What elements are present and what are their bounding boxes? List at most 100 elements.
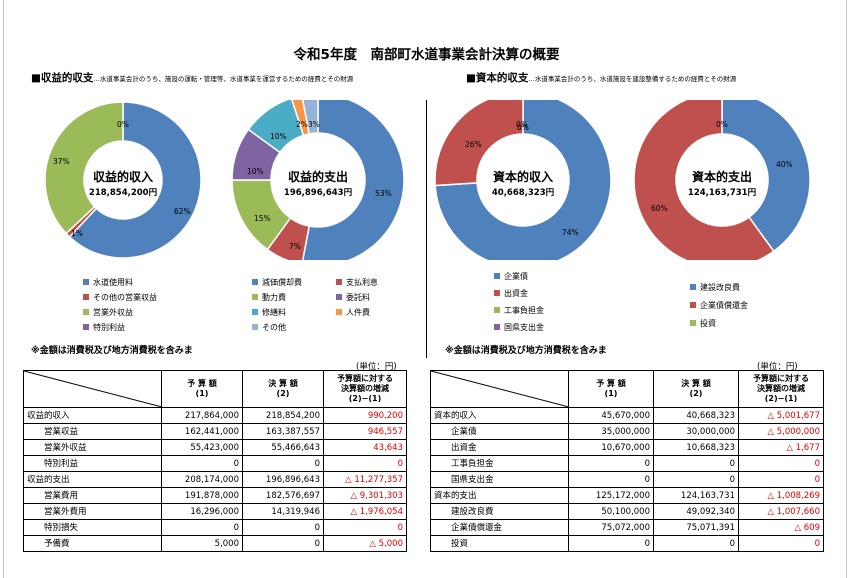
legend-item: 営業外収益 xyxy=(83,307,133,318)
pct-label-kigyosai: 74% xyxy=(562,228,579,237)
table-row: 企業債償還金 75,072,000 75,071,391 △ 609 xyxy=(430,519,824,536)
pct-label-shuzenryo: 10% xyxy=(270,132,287,141)
row-label-cell: 企業債 xyxy=(430,423,569,440)
legend-swatch xyxy=(252,309,258,315)
legend-item: 企業債償還金 xyxy=(690,300,748,311)
diff-cell: △ 609 xyxy=(738,519,824,536)
settled-cell: 55,466,643 xyxy=(242,439,324,456)
legend-item: 特別利益 xyxy=(83,322,125,333)
legend-item: 減価償却費 xyxy=(252,277,302,288)
settled-cell: 124,163,731 xyxy=(653,487,739,504)
pct-label-tokubetsu-rieki: 0% xyxy=(117,120,129,129)
pct-label-doryokuhi: 15% xyxy=(254,214,271,223)
capital-income-center-amount: 40,668,323円 xyxy=(491,188,555,198)
diff-cell: 990,200 xyxy=(323,407,407,424)
legend-swatch xyxy=(83,309,89,315)
budget-cell: 191,878,000 xyxy=(161,487,243,504)
table-row: 企業債 35,000,000 30,000,000 △ 5,000,000 xyxy=(430,423,824,440)
difference-header: 予算額に対する 決算額の増減 (2)−(1) xyxy=(738,370,824,408)
budget-cell: 10,670,000 xyxy=(568,439,654,456)
page-title: 令和5年度 南部町水道事業会計決算の概要 xyxy=(293,47,560,63)
revenue-heading: ■収益的収支 xyxy=(31,72,94,84)
legend-item: 修繕料 xyxy=(252,307,286,318)
legend-item: その他の営業収益 xyxy=(83,292,157,303)
settled-header: 決 算 額 (2) xyxy=(242,370,324,408)
budget-cell: 0 xyxy=(161,519,243,536)
donut-slice-水道使用料 xyxy=(68,101,202,259)
row-label-cell: 特別損失 xyxy=(23,519,162,536)
settled-cell: 163,387,557 xyxy=(242,423,324,440)
table-row: 工事負担金 0 0 0 xyxy=(430,455,824,472)
row-label-cell: 資本的収入 xyxy=(430,407,569,424)
settled-cell: 75,071,391 xyxy=(653,519,739,536)
row-label-cell: 営業費用 xyxy=(23,487,162,504)
capital-income-center-title: 資本的収入 xyxy=(492,170,553,184)
diff-cell: △ 5,000 xyxy=(323,535,407,552)
legend-swatch xyxy=(252,294,258,300)
legend-item: 水道使用料 xyxy=(83,277,133,288)
budget-cell: 0 xyxy=(568,455,654,472)
diagonal-line xyxy=(24,371,161,407)
legend-swatch xyxy=(494,273,500,279)
capital-section-heading: ■資本的収支…水道事業会計のうち、水道施設を建設整備するための経費とその財源 xyxy=(466,70,736,85)
pct-label-shiharai-rishi: 7% xyxy=(289,242,301,251)
page-border-right xyxy=(846,0,847,578)
row-label-cell: 収益的支出 xyxy=(23,471,162,488)
pct-label-itakuryo: 10% xyxy=(247,167,264,176)
settled-header: 決 算 額 (2) xyxy=(653,370,739,408)
budget-cell: 5,000 xyxy=(161,535,243,552)
legend-swatch xyxy=(690,320,696,326)
revenue-income-center-amount: 218,854,200円 xyxy=(88,188,158,198)
budget-cell: 162,441,000 xyxy=(161,423,243,440)
legend-item: 国県支出金 xyxy=(494,322,544,333)
revenue-budget-table: 予 算 額 (1) 決 算 額 (2) 予算額に対する 決算額の増減 (2)−(1) 収… xyxy=(23,370,407,552)
legend-swatch xyxy=(83,294,89,300)
legend-swatch xyxy=(690,284,696,290)
settled-cell: 10,668,323 xyxy=(653,439,739,456)
table-row: 特別利益 0 0 0 xyxy=(23,455,407,472)
unit-label-right: (単位：円) xyxy=(757,362,798,372)
budget-cell: 0 xyxy=(568,471,654,488)
row-label-cell: 営業外費用 xyxy=(23,503,162,520)
tax-note-right: ※金額は消費税及び地方消費税を含みま xyxy=(445,346,607,356)
pct-label-eigyogai-shueki: 37% xyxy=(53,157,70,166)
diff-cell: △ 1,008,269 xyxy=(738,487,824,504)
table-row: 出資金 10,670,000 10,668,323 △ 1,677 xyxy=(430,439,824,456)
settled-cell: 14,319,946 xyxy=(242,503,324,520)
pct-label-sonota-eigyo: 1% xyxy=(71,229,83,238)
table-row: 特別損失 0 0 0 xyxy=(23,519,407,536)
legend-item: 委託料 xyxy=(336,292,370,303)
budget-cell: 16,296,000 xyxy=(161,503,243,520)
table-row: 営業収益 162,441,000 163,387,557 946,557 xyxy=(23,423,407,440)
diff-cell: △ 5,000,000 xyxy=(738,423,824,440)
page-border-left xyxy=(3,0,4,578)
donut-slice-減価償却費 xyxy=(301,100,405,260)
capital-description: …水道事業会計のうち、水道施設を建設整備するための経費とその財源 xyxy=(528,75,737,83)
section-divider xyxy=(426,100,427,358)
table-row: 営業外収益 55,423,000 55,466,643 43,643 xyxy=(23,439,407,456)
settled-cell: 0 xyxy=(242,455,324,472)
settled-cell: 196,896,643 xyxy=(242,471,324,488)
budget-cell: 0 xyxy=(161,455,243,472)
capital-expense-center-amount: 124,163,731円 xyxy=(687,188,757,198)
pct-label-genka-shokyaku: 53% xyxy=(375,189,392,198)
budget-cell: 208,174,000 xyxy=(161,471,243,488)
revenue-expense-donut-chart xyxy=(231,100,405,260)
capital-budget-table: 予 算 額 (1) 決 算 額 (2) 予算額に対する 決算額の増減 (2)−(1) 資… xyxy=(430,370,824,552)
table-row: 建設改良費 50,100,000 49,092,340 △ 1,007,660 xyxy=(430,503,824,520)
table-header-row: 予 算 額 (1) 決 算 額 (2) 予算額に対する 決算額の増減 (2)−(1) xyxy=(430,370,824,408)
settled-cell: 0 xyxy=(242,535,324,552)
table-row: 収益的収入 217,864,000 218,854,200 990,200 xyxy=(23,407,407,424)
donut-slice-建設改良費 xyxy=(721,100,811,253)
budget-cell: 55,423,000 xyxy=(161,439,243,456)
pct-label-sonota: 3% xyxy=(308,120,320,129)
budget-cell: 125,172,000 xyxy=(568,487,654,504)
diagonal-header-cell xyxy=(23,370,162,408)
table-row: 投資 0 0 0 xyxy=(430,535,824,552)
pct-label-suido-shiyoryo: 62% xyxy=(174,207,191,216)
legend-swatch xyxy=(336,279,342,285)
pct-label-toshi: 0% xyxy=(716,120,728,129)
settled-cell: 0 xyxy=(653,455,739,472)
row-label-cell: 国県支出金 xyxy=(430,471,569,488)
legend-item: 企業債 xyxy=(494,271,528,282)
